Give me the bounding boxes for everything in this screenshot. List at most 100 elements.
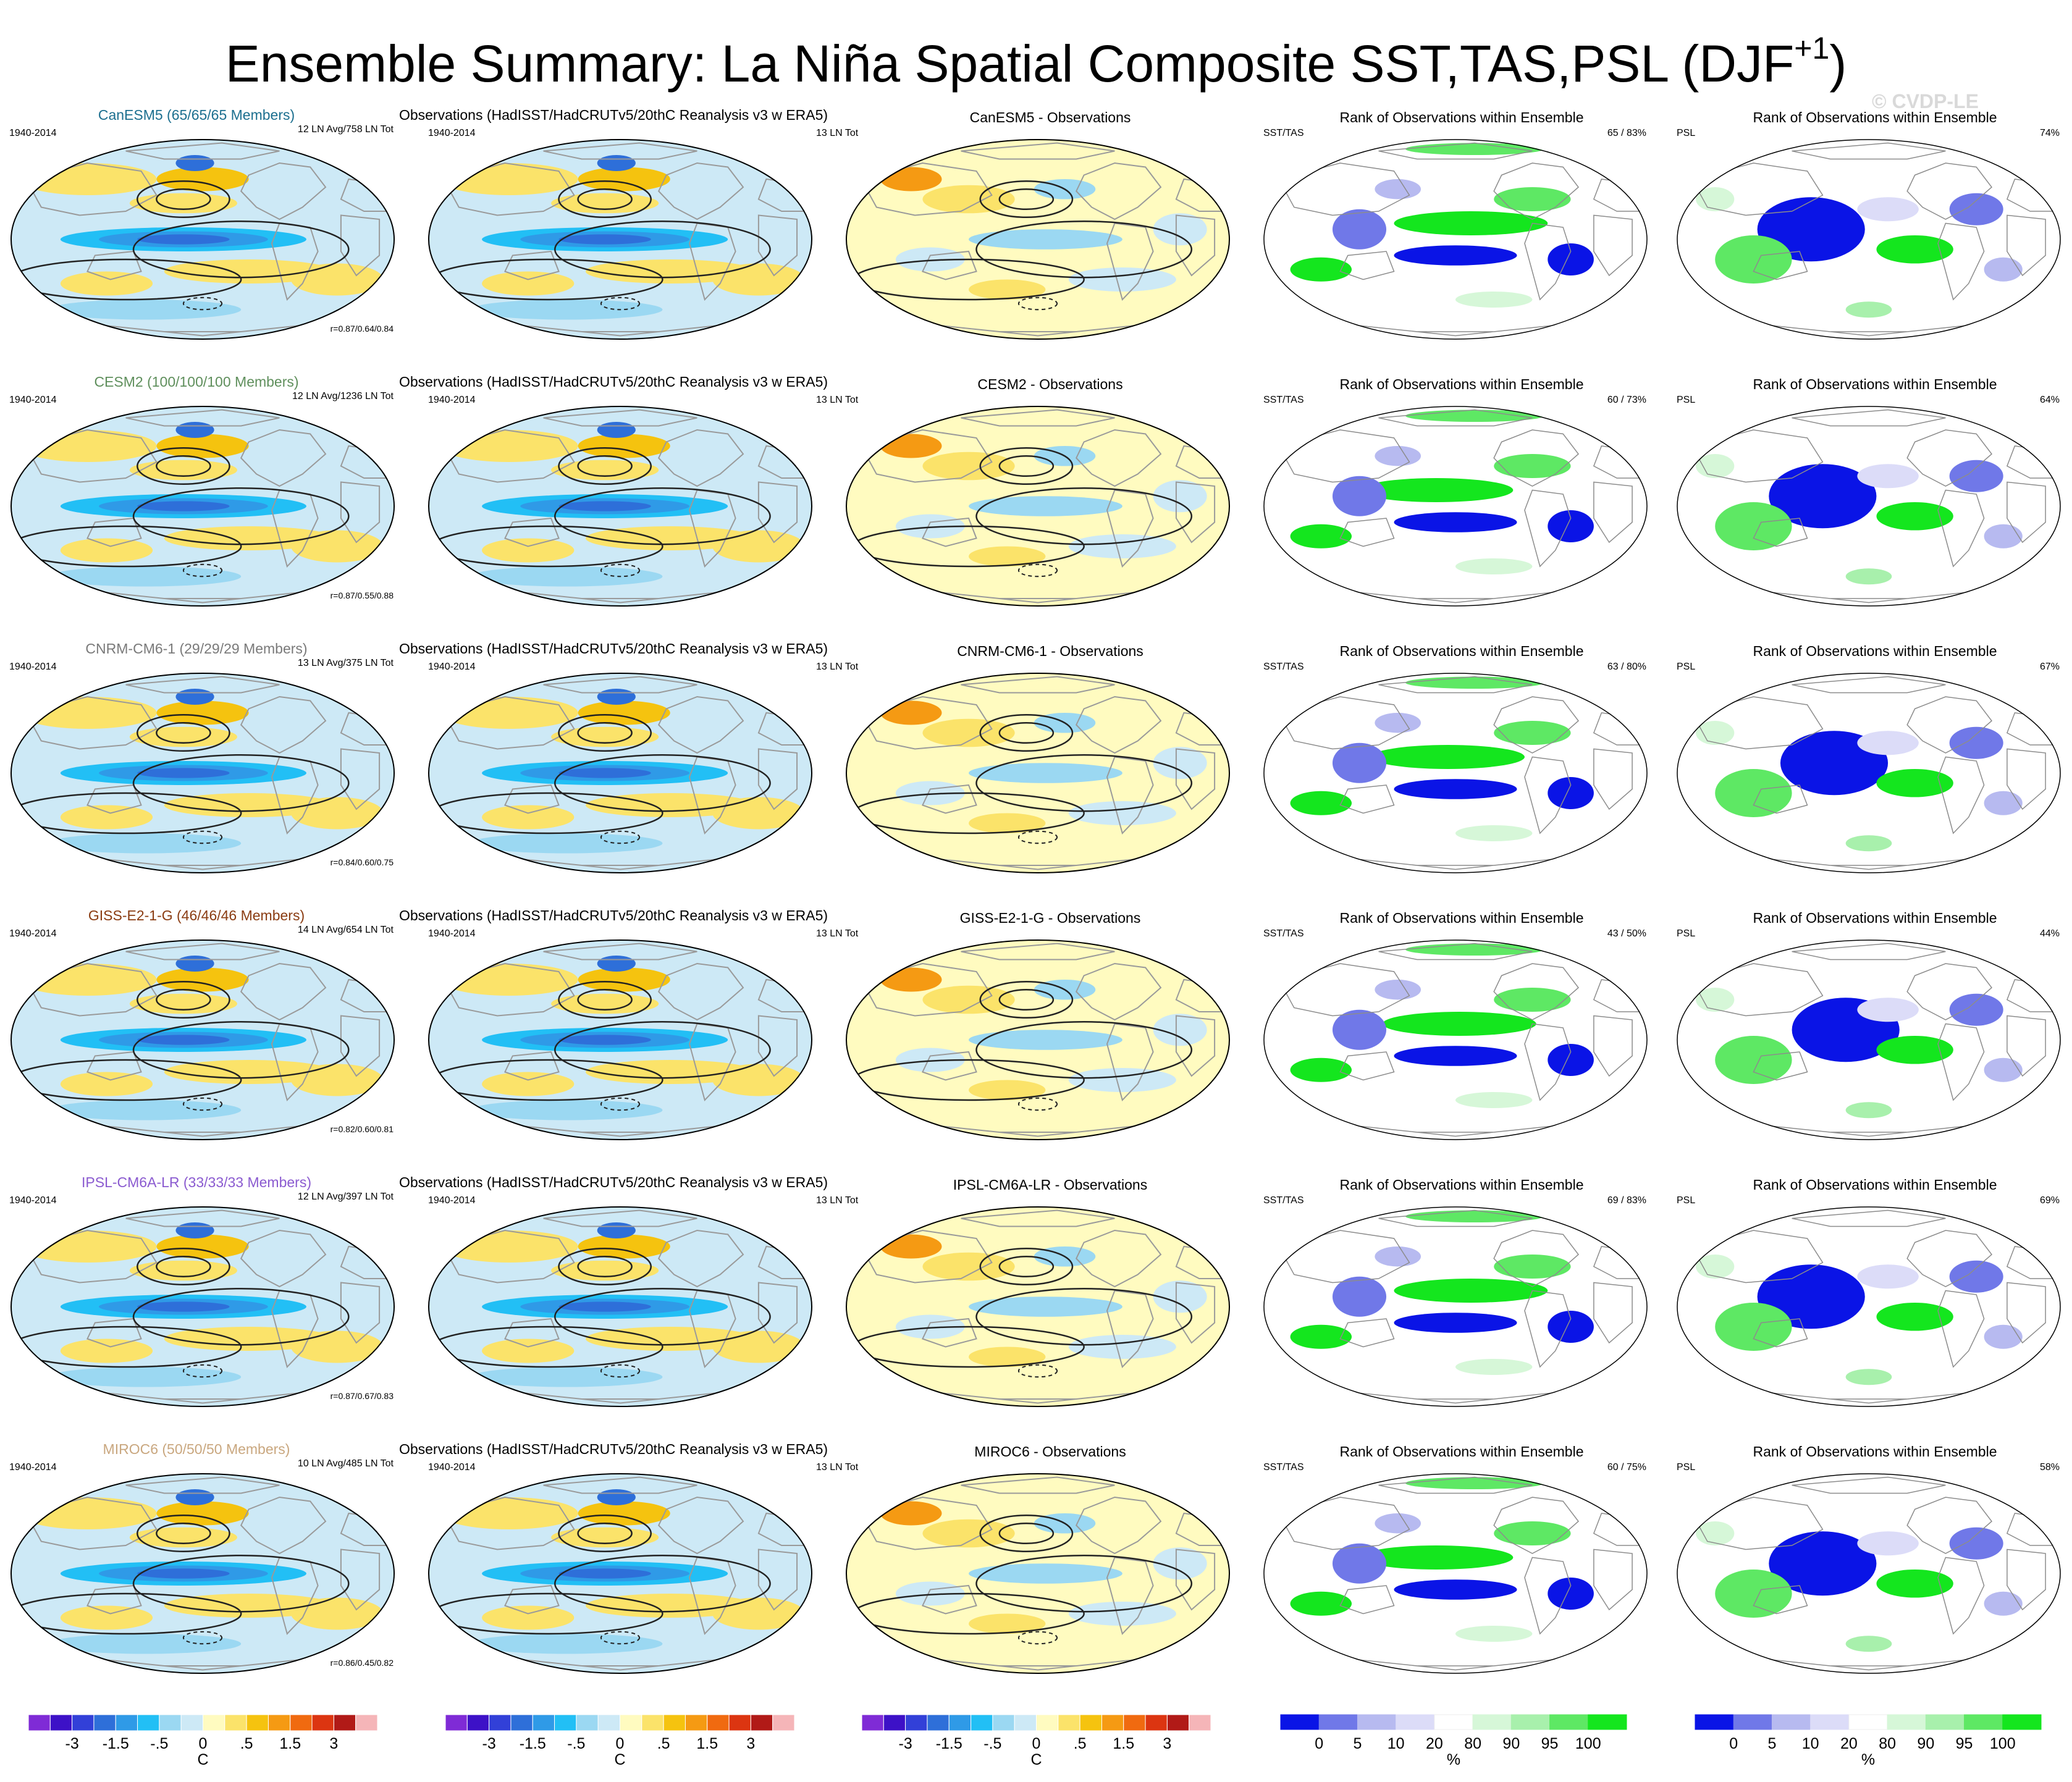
psl-contour	[11, 792, 242, 834]
temperature-anomaly-region	[969, 1297, 1122, 1317]
temperature-anomaly-region	[712, 263, 805, 296]
rank-region	[1394, 211, 1548, 235]
colorbar-tick-label: -.5	[150, 1735, 169, 1752]
coastline	[1278, 963, 1410, 1017]
temperature-anomaly-region	[578, 167, 670, 191]
temperature-anomaly-region	[18, 1497, 157, 1529]
temperature-colorbar	[445, 1714, 795, 1731]
rank-psl-map-miroc6	[1677, 1473, 2061, 1674]
coastline	[922, 323, 1153, 337]
coastline	[543, 943, 697, 960]
coastline	[125, 1476, 280, 1494]
temperature-anomaly-region	[470, 1100, 663, 1120]
coastline	[1076, 1229, 1162, 1288]
map-border	[1263, 406, 1648, 607]
rank-title: Rank of Observations within Ensemble	[1339, 1444, 1584, 1460]
sst-tas-label: SST/TAS	[1263, 1462, 1304, 1473]
rank-psl-percent: 58%	[2039, 1462, 2060, 1473]
coastline	[1493, 162, 1580, 220]
rank-region	[1857, 998, 1919, 1022]
rank-region	[1394, 245, 1517, 266]
rank-region	[1984, 1057, 2023, 1082]
coastline	[1339, 1585, 1395, 1615]
map-border	[846, 673, 1230, 873]
psl-contour-negative	[1017, 1097, 1058, 1111]
psl-contour	[137, 714, 230, 752]
coastline	[86, 1051, 142, 1081]
coastline	[543, 676, 697, 694]
coastline	[340, 1549, 381, 1611]
rank-title: Rank of Observations within Ensemble	[1339, 109, 1584, 125]
psl-contour	[156, 188, 211, 210]
rank-psl-map-cesm2	[1677, 406, 2061, 607]
coastline	[688, 756, 736, 834]
map-border	[428, 1206, 812, 1407]
temperature-anomaly-region	[969, 1613, 1046, 1634]
coastline	[442, 1229, 575, 1284]
rank-region	[1394, 779, 1517, 799]
colorbar-tick-label: 100	[1989, 1735, 2016, 1752]
coastline	[125, 142, 280, 160]
colorbar-tick-label: .5	[1073, 1735, 1087, 1752]
rank-psl-map-canesm5	[1677, 139, 2061, 340]
map-background	[1263, 1206, 1648, 1407]
temperature-anomaly-region	[1153, 747, 1207, 780]
rank-sst-percent: 69 / 83%	[1607, 1195, 1646, 1206]
colorbar-swatch	[159, 1714, 182, 1731]
rank-sst-map-cnrm-cm6-1	[1263, 673, 1648, 873]
coastline	[1937, 222, 1985, 301]
psl-contour	[998, 989, 1055, 1011]
model-map-ipsl-cm6a-lr	[11, 1206, 395, 1407]
pattern-correlation: r=0.86/0.45/0.82	[330, 1658, 394, 1668]
map-border	[428, 673, 812, 873]
rank-title: Rank of Observations within Ensemble	[1753, 109, 1997, 125]
temperature-anomaly-region	[712, 1064, 805, 1096]
colorbar-swatch	[1434, 1714, 1473, 1730]
coastline	[1937, 1023, 1985, 1101]
map-border	[1677, 139, 2061, 340]
psl-contour	[137, 1248, 230, 1285]
la-nina-stats: 12 LN Avg/758 LN Tot	[297, 124, 394, 135]
coastline	[922, 250, 977, 280]
colorbar-swatch	[905, 1714, 928, 1731]
coastline	[922, 1584, 977, 1615]
coastline	[2007, 1549, 2046, 1611]
coastline	[1106, 1023, 1154, 1101]
la-nina-stats: 12 LN Avg/1236 LN Tot	[292, 391, 394, 401]
coastline	[961, 409, 1115, 427]
psl-contour	[998, 722, 1055, 744]
colorbar-swatch	[1123, 1714, 1146, 1731]
temperature-colorbar	[28, 1714, 378, 1731]
coastline	[1175, 214, 1216, 277]
map-border	[11, 139, 395, 340]
colorbar-swatch	[1510, 1714, 1551, 1730]
colorbar-tick-label: 3	[1163, 1735, 1172, 1752]
temperature-anomaly-region	[969, 813, 1046, 833]
temperature-anomaly-region	[482, 805, 575, 830]
colorbar-swatch	[72, 1714, 95, 1731]
map-background	[1263, 139, 1648, 340]
colorbar-tick-label: -1.5	[935, 1735, 962, 1752]
rank-region	[1394, 1579, 1517, 1600]
colorbar-unit: %	[1446, 1751, 1461, 1768]
psl-contour	[137, 180, 230, 218]
coastline	[1339, 251, 1395, 280]
rank-title: Rank of Observations within Ensemble	[1753, 643, 1997, 659]
coastline	[922, 1124, 1153, 1137]
temperature-anomaly-region	[439, 1230, 578, 1263]
obs-map-cesm2	[428, 406, 812, 607]
temperature-anomaly-region	[439, 697, 578, 729]
coastline	[240, 696, 327, 754]
coastline	[271, 756, 319, 834]
colorbar-swatch	[971, 1714, 993, 1731]
temperature-anomaly-region	[137, 501, 230, 511]
temperature-anomaly-region	[712, 1330, 805, 1363]
coastline	[1593, 748, 1633, 810]
coastline	[1792, 1209, 1946, 1227]
coastline	[658, 1229, 744, 1288]
rank-region	[1332, 476, 1387, 516]
rank-region	[1696, 988, 1735, 1012]
rank-title: Rank of Observations within Ensemble	[1339, 910, 1584, 926]
coastline	[757, 481, 798, 544]
colorbar-swatch	[1166, 1714, 1190, 1731]
